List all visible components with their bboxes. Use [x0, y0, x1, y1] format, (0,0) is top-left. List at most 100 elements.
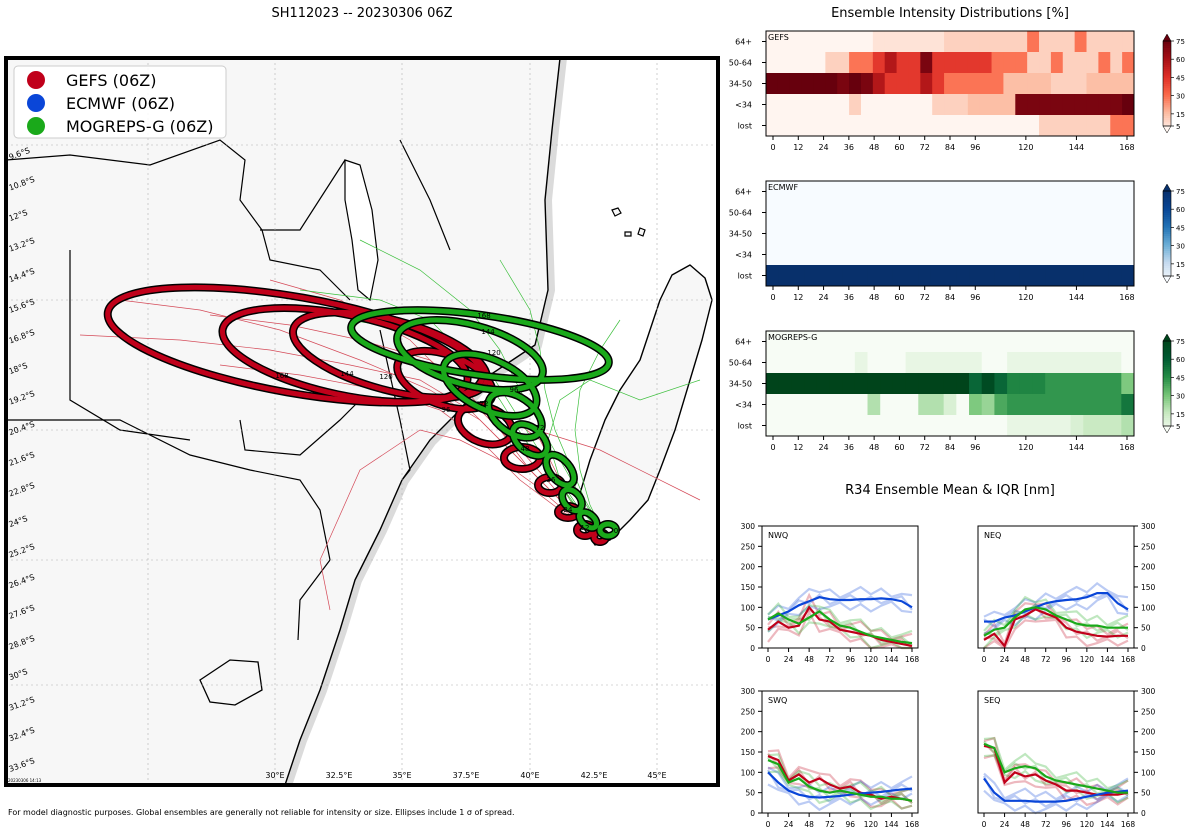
gefs-label-168: 168 — [275, 372, 288, 380]
heatmap-cell — [994, 415, 1008, 437]
colorbar-segment — [1163, 250, 1171, 254]
heatmap-cell — [943, 223, 957, 245]
colorbar-segment — [1163, 51, 1171, 55]
colorbar-segment — [1163, 77, 1171, 80]
heatmap-cell — [1122, 52, 1135, 74]
heatmap-cell — [867, 223, 881, 245]
r34-y-tick: 150 — [741, 583, 756, 592]
lon-label-42-5: 42.5°E — [581, 771, 608, 780]
r34-x-tick: 168 — [905, 820, 920, 829]
legend-ecmwf-marker — [27, 94, 45, 112]
heatmap-cell — [778, 331, 792, 353]
colorbar-segment — [1163, 47, 1171, 50]
heatmap-cell — [979, 52, 993, 74]
heatmap-cell — [930, 352, 945, 374]
heatmap-cell — [918, 352, 932, 374]
heatmap-cell — [1062, 115, 1076, 137]
heatmap-cell — [981, 415, 995, 437]
heatmap-cell — [884, 94, 898, 116]
colorbar-segment — [1163, 205, 1171, 209]
colorbar-segment — [1163, 358, 1171, 361]
colorbar-segment — [1163, 229, 1171, 232]
r34-spread-line — [983, 753, 1129, 807]
heatmap-cell — [813, 52, 826, 74]
heatmap-cell — [943, 331, 957, 353]
heatmap-cell — [1070, 352, 1084, 374]
heatmap-cell — [994, 202, 1008, 224]
colorbar-segment — [1163, 191, 1171, 194]
heatmap-cell — [1007, 181, 1021, 203]
heatmap-cell — [956, 265, 970, 287]
heatmap-cell — [813, 94, 826, 116]
heatmap-cell — [860, 115, 874, 137]
r34-y-tick: 50 — [1141, 624, 1151, 633]
r34-mean-line-mogreps-g — [767, 610, 913, 645]
heatmap-cell — [918, 331, 932, 353]
heatmap-cell — [1083, 223, 1097, 245]
heatmap-cell — [816, 352, 830, 374]
heatmap-cell — [880, 415, 894, 437]
heatmap-cell — [905, 352, 919, 374]
heatmap-cell — [884, 31, 898, 53]
colorbar-label: 5 — [1176, 123, 1180, 131]
r34-x-tick: 48 — [804, 820, 814, 829]
colorbar-label: 15 — [1176, 111, 1185, 119]
heatmap-cell — [930, 394, 945, 416]
heatmap-cell — [918, 373, 932, 395]
r34-y-tick: 150 — [741, 748, 756, 757]
heatmap-cell — [930, 202, 945, 224]
heatmap-cell — [1095, 352, 1110, 374]
heatmap-cell — [860, 73, 874, 95]
heatmap-cell — [1032, 331, 1046, 353]
heatmap-cell — [816, 331, 830, 353]
colorbar-segment — [1163, 121, 1171, 125]
heatmap-cell — [791, 331, 805, 353]
heatmap-x-tick: 96 — [970, 293, 980, 302]
r34-y-tick: 250 — [741, 707, 756, 716]
heatmap-cell — [1039, 94, 1052, 116]
heatmap-cell — [1086, 73, 1099, 95]
heatmap-cell — [1019, 202, 1033, 224]
colorbar-segment — [1163, 197, 1171, 200]
colorbar-segment — [1163, 203, 1171, 207]
colorbar-segment — [1163, 389, 1171, 393]
lon-label-45: 45°E — [647, 771, 666, 780]
r34-spread-line — [983, 772, 1129, 801]
heatmap-cell — [791, 373, 805, 395]
heatmap-cell — [854, 223, 869, 245]
heatmap-cell — [813, 73, 826, 95]
heatmap-cell — [1032, 181, 1046, 203]
heatmap-cell — [896, 94, 909, 116]
heatmap-cell — [1083, 265, 1097, 287]
r34-mean-line-ecmwf — [984, 591, 1129, 623]
r34-quadrant-label: SWQ — [768, 696, 787, 705]
heatmap-cell — [842, 352, 856, 374]
r34-mean-line-ecmwf — [983, 777, 1129, 803]
r34-y-tick: 0 — [750, 644, 755, 653]
heatmap-cell — [892, 331, 907, 353]
heatmap-cell — [1003, 94, 1016, 116]
r34-quadrant-label: NWQ — [768, 531, 788, 540]
heatmap-cell — [778, 265, 792, 287]
heatmap-x-tick: 144 — [1069, 293, 1084, 302]
colorbar-segment — [1163, 256, 1171, 260]
heatmap-cell — [872, 73, 886, 95]
colorbar-segment — [1163, 53, 1171, 57]
heatmap-cell — [778, 352, 792, 374]
legend-box — [13, 65, 227, 139]
r34-mean-line-ecmwf — [767, 771, 913, 799]
heatmap-cell — [854, 244, 869, 266]
heatmap-cell — [932, 73, 945, 95]
heatmap-cell — [867, 331, 881, 353]
heatmap-x-tick: 0 — [770, 293, 775, 302]
heatmap-cell — [829, 352, 843, 374]
heatmap-x-tick: 84 — [945, 143, 955, 152]
heatmap-row-label: 34-50 — [729, 230, 752, 239]
heatmap-cell — [1095, 223, 1110, 245]
colorbar-segment — [1163, 263, 1171, 266]
longitude-labels: 30°E 32.5°E 35°E 37.5°E 40°E 42.5°E 45°E — [265, 771, 666, 780]
heatmap-cell — [766, 181, 780, 203]
mogreps-label-96: 96 — [510, 386, 519, 394]
r34-spread-line — [983, 789, 1129, 815]
heatmap-cell — [991, 115, 1004, 137]
